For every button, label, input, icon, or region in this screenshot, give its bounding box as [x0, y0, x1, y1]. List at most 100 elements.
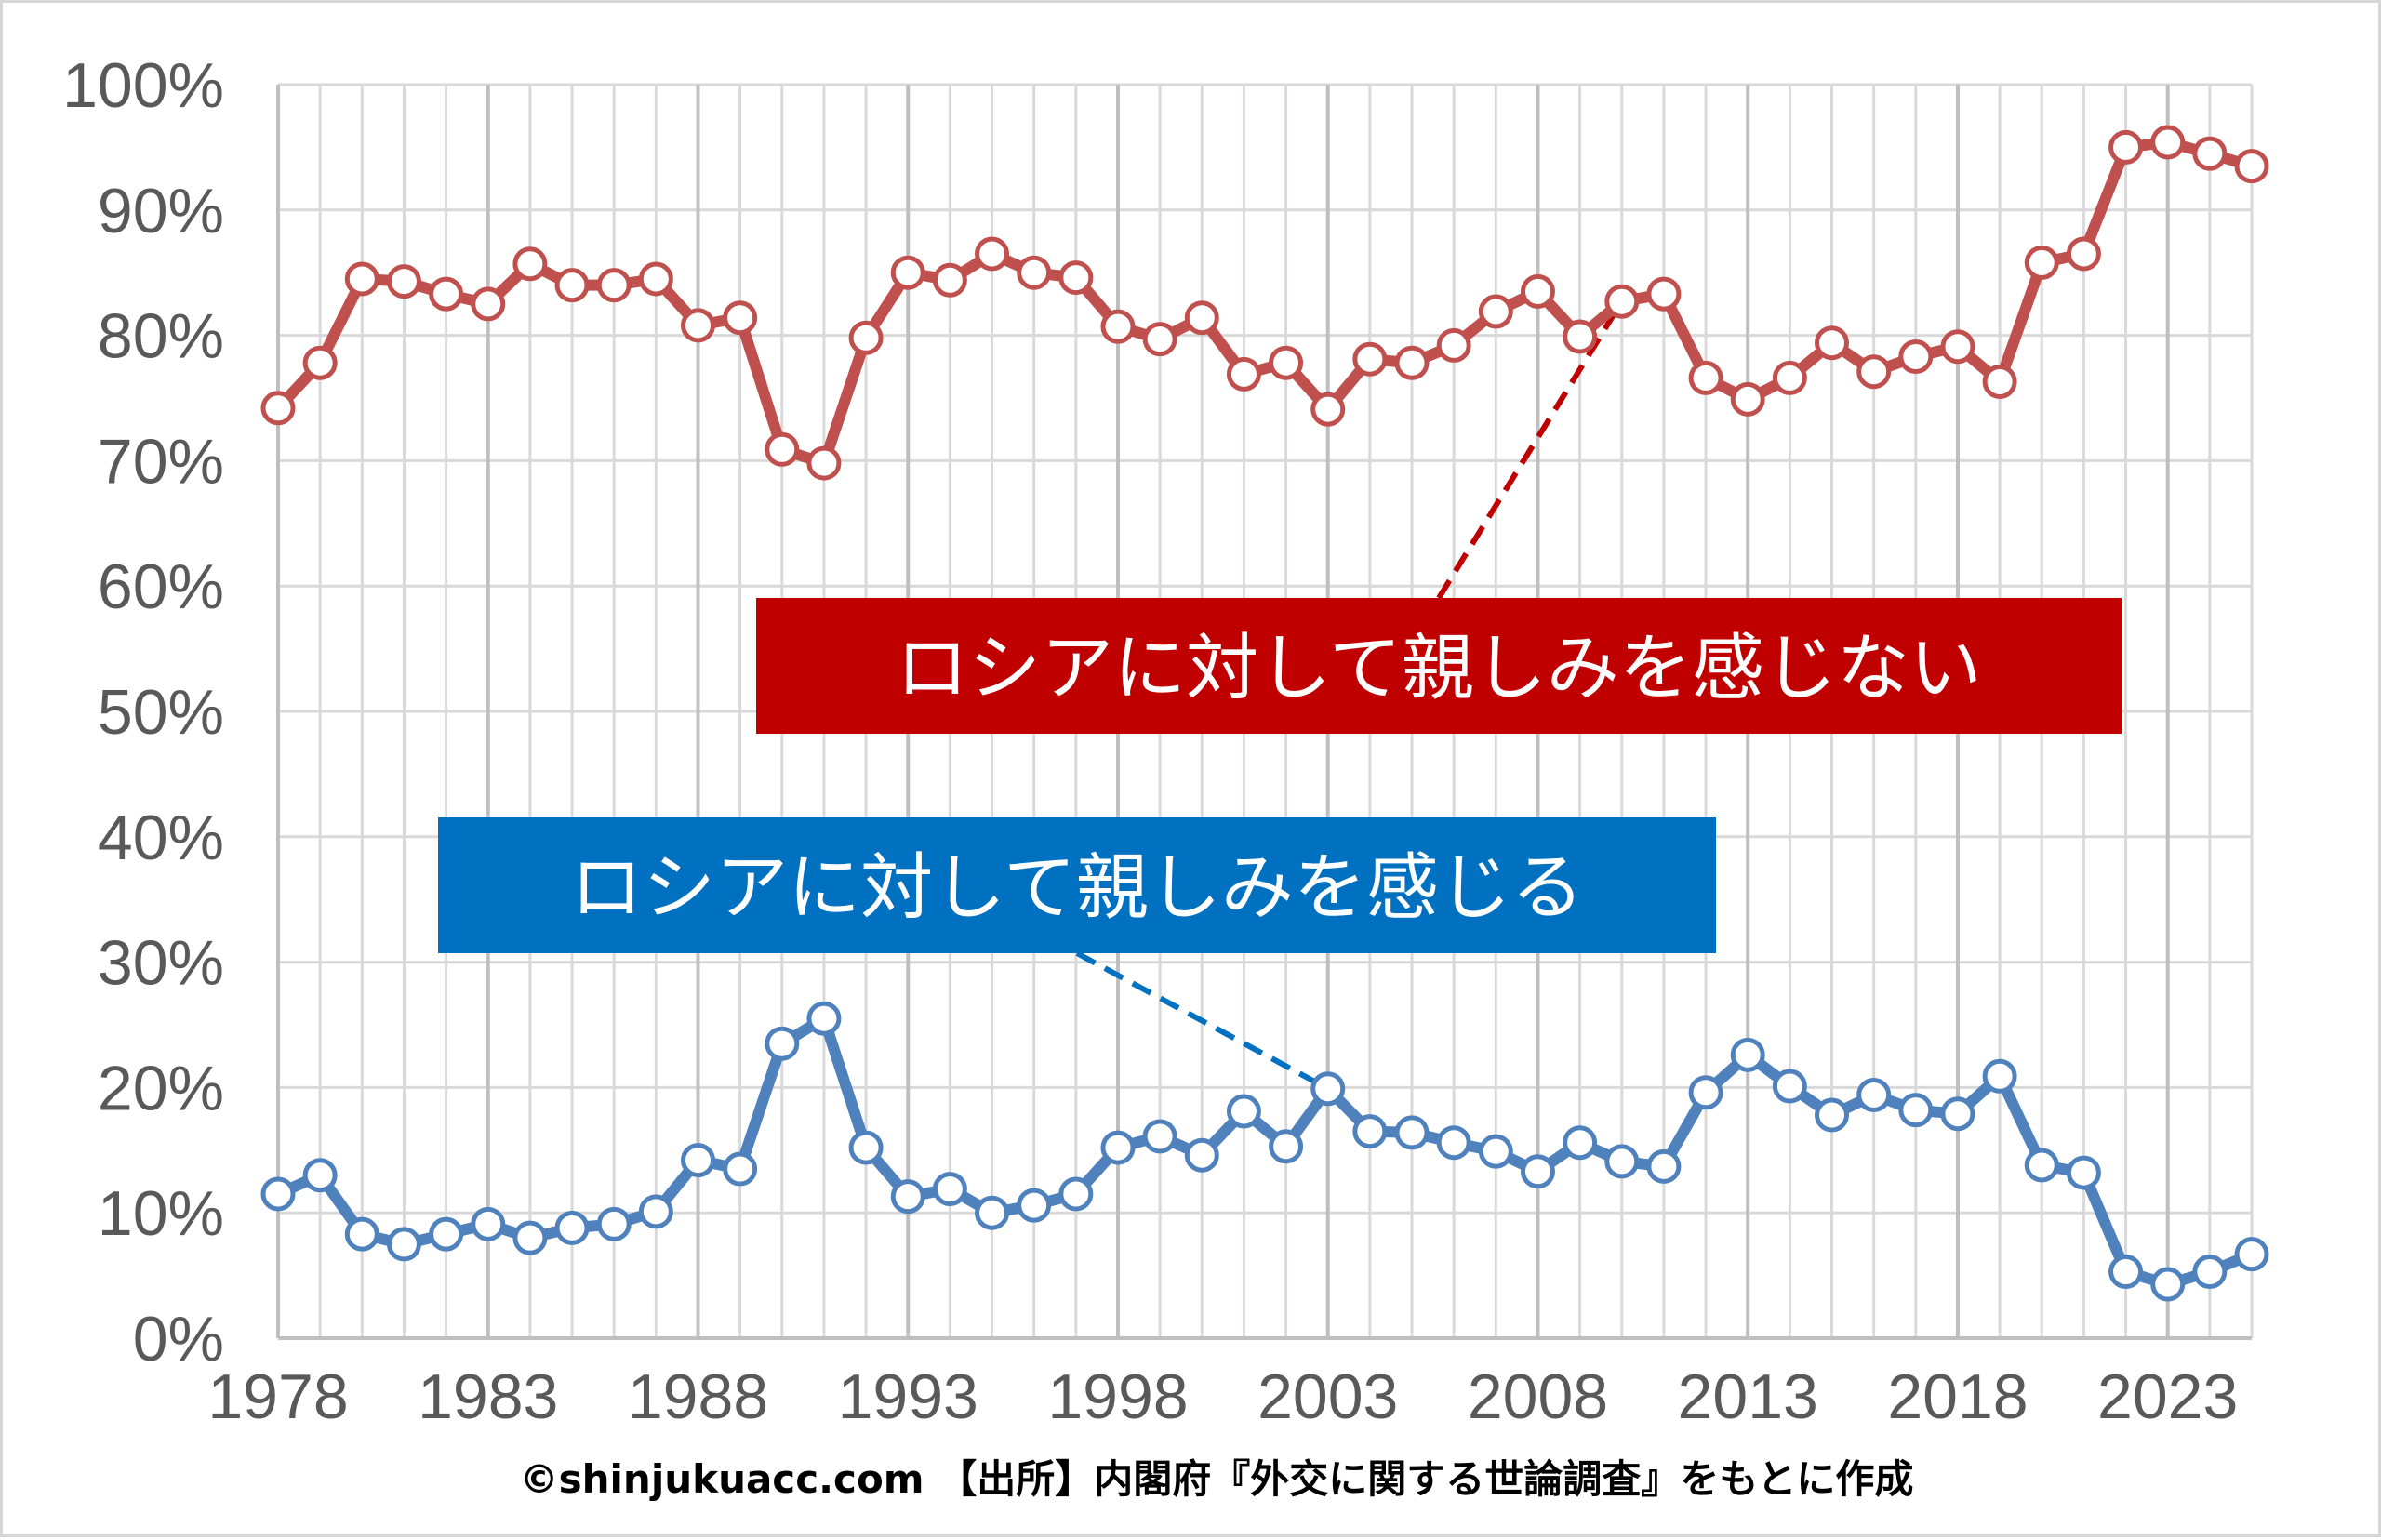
data-point: [429, 276, 464, 312]
data-point: [1436, 327, 1471, 363]
data-point: [848, 320, 884, 355]
y-tick-label: 60%: [98, 551, 224, 622]
series-line-0: [273, 137, 2254, 470]
data-point: [2108, 129, 2144, 165]
data-point: [1184, 1137, 1219, 1173]
data-point: [260, 391, 296, 426]
data-point: [2234, 149, 2269, 184]
data-point: [1478, 1134, 1513, 1169]
data-point: [1688, 360, 1723, 395]
data-point: [429, 1216, 464, 1252]
data-point: [1815, 325, 1850, 361]
data-point: [2234, 1237, 2269, 1272]
data-point: [554, 1210, 590, 1245]
x-tick-label: 1983: [418, 1361, 558, 1432]
data-point: [1352, 341, 1388, 377]
label-text-no-affinity: ロシアに対して親しみを感じない: [896, 627, 1982, 710]
x-tick-label: 1978: [207, 1361, 348, 1432]
data-point: [2150, 1267, 2186, 1302]
data-point: [1436, 1125, 1471, 1161]
y-tick-label: 40%: [98, 803, 224, 873]
data-point: [2150, 125, 2186, 160]
data-point: [1563, 319, 1598, 354]
data-point: [975, 236, 1010, 272]
data-point: [1604, 1144, 1640, 1179]
data-point: [2192, 136, 2228, 171]
data-point: [2024, 1148, 2059, 1183]
label-text-affinity: ロシアに対して親しみを感じる: [570, 846, 1584, 930]
data-point: [1856, 354, 1892, 390]
series-1: [260, 1001, 2269, 1302]
data-point: [2024, 245, 2059, 280]
data-point: [1520, 273, 1555, 309]
data-point: [890, 255, 925, 290]
data-point: [680, 1143, 715, 1178]
data-point: [512, 1220, 548, 1255]
data-point: [596, 268, 632, 303]
series-0: [260, 125, 2269, 481]
y-tick-label: 90%: [98, 176, 224, 246]
data-point: [1226, 1094, 1261, 1129]
y-tick-label: 70%: [98, 426, 224, 497]
x-tick-label: 1998: [1047, 1361, 1188, 1432]
data-point: [1940, 329, 1975, 365]
data-point: [1184, 300, 1219, 336]
data-point: [471, 286, 506, 322]
annotation-leaders: [1075, 299, 1625, 1092]
data-point: [344, 1216, 379, 1252]
data-point: [2192, 1255, 2228, 1290]
data-point: [1352, 1114, 1388, 1149]
x-tick-label: 2008: [1468, 1361, 1608, 1432]
data-point: [1142, 322, 1177, 357]
leader-line-affinity: [1075, 950, 1330, 1092]
data-point: [1017, 1188, 1052, 1223]
data-point: [1646, 276, 1682, 312]
y-tick-label: 0%: [133, 1304, 224, 1374]
data-point: [680, 308, 715, 343]
leader-line-no-affinity: [1436, 299, 1625, 600]
data-point: [2066, 236, 2101, 272]
data-point: [765, 1026, 800, 1061]
data-point: [386, 1227, 421, 1262]
data-point: [1478, 294, 1513, 329]
line-chart: 0% 10% 20% 30% 40% 50% 60% 70% 80% 90% 100% 1978 198…: [62, 50, 2269, 1502]
data-point: [471, 1206, 506, 1241]
y-tick-label: 10%: [98, 1178, 224, 1249]
x-tick-label: 2003: [1257, 1361, 1398, 1432]
y-tick-label: 20%: [98, 1053, 224, 1123]
data-point: [1058, 1176, 1094, 1212]
data-point: [1898, 339, 1934, 375]
data-point: [1604, 284, 1640, 319]
x-tick-label: 2023: [2097, 1361, 2238, 1432]
data-point: [302, 345, 338, 380]
y-tick-label: 30%: [98, 928, 224, 999]
x-tick-label: 1988: [628, 1361, 768, 1432]
data-point: [932, 1172, 967, 1207]
data-point: [975, 1195, 1010, 1230]
data-point: [1772, 1069, 1807, 1104]
data-point: [1100, 309, 1136, 344]
source-caption: ©shinjukuacc.com 【出所】内閣府『外交に関する世論調査』をもとに…: [520, 1456, 1914, 1502]
data-point: [344, 261, 379, 297]
data-point: [1940, 1096, 1975, 1132]
data-point: [1772, 360, 1807, 395]
axes: 0% 10% 20% 30% 40% 50% 60% 70% 80% 90% 100% 1978 198…: [62, 50, 2252, 1432]
data-point: [1310, 1071, 1346, 1107]
y-tick-label: 100%: [62, 50, 224, 121]
data-point: [890, 1179, 925, 1215]
series-lines: [260, 125, 2269, 1302]
data-point: [848, 1130, 884, 1165]
x-tick-label: 2013: [1678, 1361, 1818, 1432]
label-box-affinity: [438, 817, 1716, 953]
data-point: [1898, 1093, 1934, 1128]
data-point: [1394, 345, 1430, 380]
data-point: [1100, 1130, 1136, 1165]
data-point: [638, 261, 673, 297]
data-point: [2108, 1255, 2144, 1290]
data-point: [1017, 255, 1052, 290]
data-point: [932, 262, 967, 298]
x-tick-label: 1993: [838, 1361, 978, 1432]
data-point: [765, 431, 800, 467]
data-point: [386, 264, 421, 299]
